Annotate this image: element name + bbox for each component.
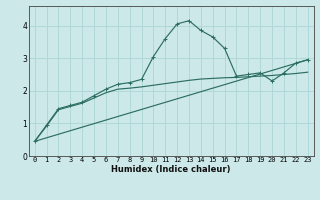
X-axis label: Humidex (Indice chaleur): Humidex (Indice chaleur) [111,165,231,174]
